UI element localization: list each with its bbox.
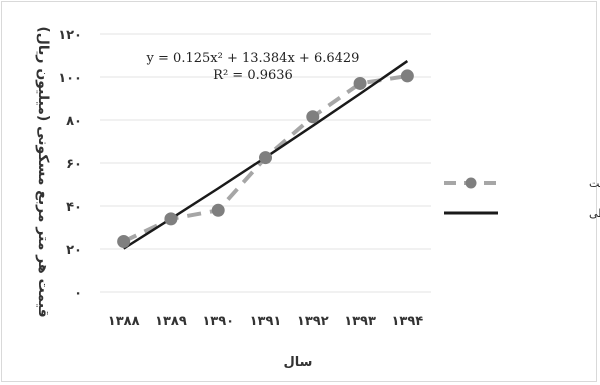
y-tick-label: ۲۰ xyxy=(66,243,82,258)
y-tick-label: ۱۰۰ xyxy=(58,71,82,86)
legend-dot-price-trend xyxy=(466,178,477,189)
y-tick-label: ۸۰ xyxy=(66,114,82,129)
x-tick-label: ۱۳۹۴ xyxy=(391,314,423,329)
legend-label-regression: رگرسیون غیر خطی xyxy=(589,207,600,220)
x-tick-label: ۱۳۹۱ xyxy=(250,314,282,329)
data-point-price-trend xyxy=(306,110,319,123)
x-tick-label: ۱۳۹۲ xyxy=(297,314,329,329)
data-point-price-trend xyxy=(259,151,272,164)
r-squared: R² = 0.9636 xyxy=(213,68,293,83)
data-point-price-trend xyxy=(164,212,177,225)
data-point-price-trend xyxy=(212,204,225,217)
data-point-price-trend xyxy=(354,77,367,90)
x-tick-label: ۱۳۹۰ xyxy=(202,314,234,329)
y-tick-label: ۰ xyxy=(74,286,82,301)
regression-equation: y = 0.125x² + 13.384x + 6.6429 xyxy=(146,51,360,66)
x-tick-label: ۱۳۸۸ xyxy=(108,314,140,329)
y-tick-label: ۱۲۰ xyxy=(58,28,82,43)
x-axis-label: سال xyxy=(284,355,313,370)
legend-label-price-trend: روند تغییرات قیمت xyxy=(589,177,600,190)
y-tick-label: ۶۰ xyxy=(66,157,82,172)
x-tick-label: ۱۳۸۹ xyxy=(155,314,187,329)
data-point-price-trend xyxy=(117,235,130,248)
y-tick-label: ۴۰ xyxy=(66,200,82,215)
data-point-price-trend xyxy=(401,69,414,82)
x-tick-label: ۱۳۹۳ xyxy=(344,314,376,329)
y-axis-label: قیمت هر متر مربع مسکونی (میلیون ریال) xyxy=(35,26,51,317)
